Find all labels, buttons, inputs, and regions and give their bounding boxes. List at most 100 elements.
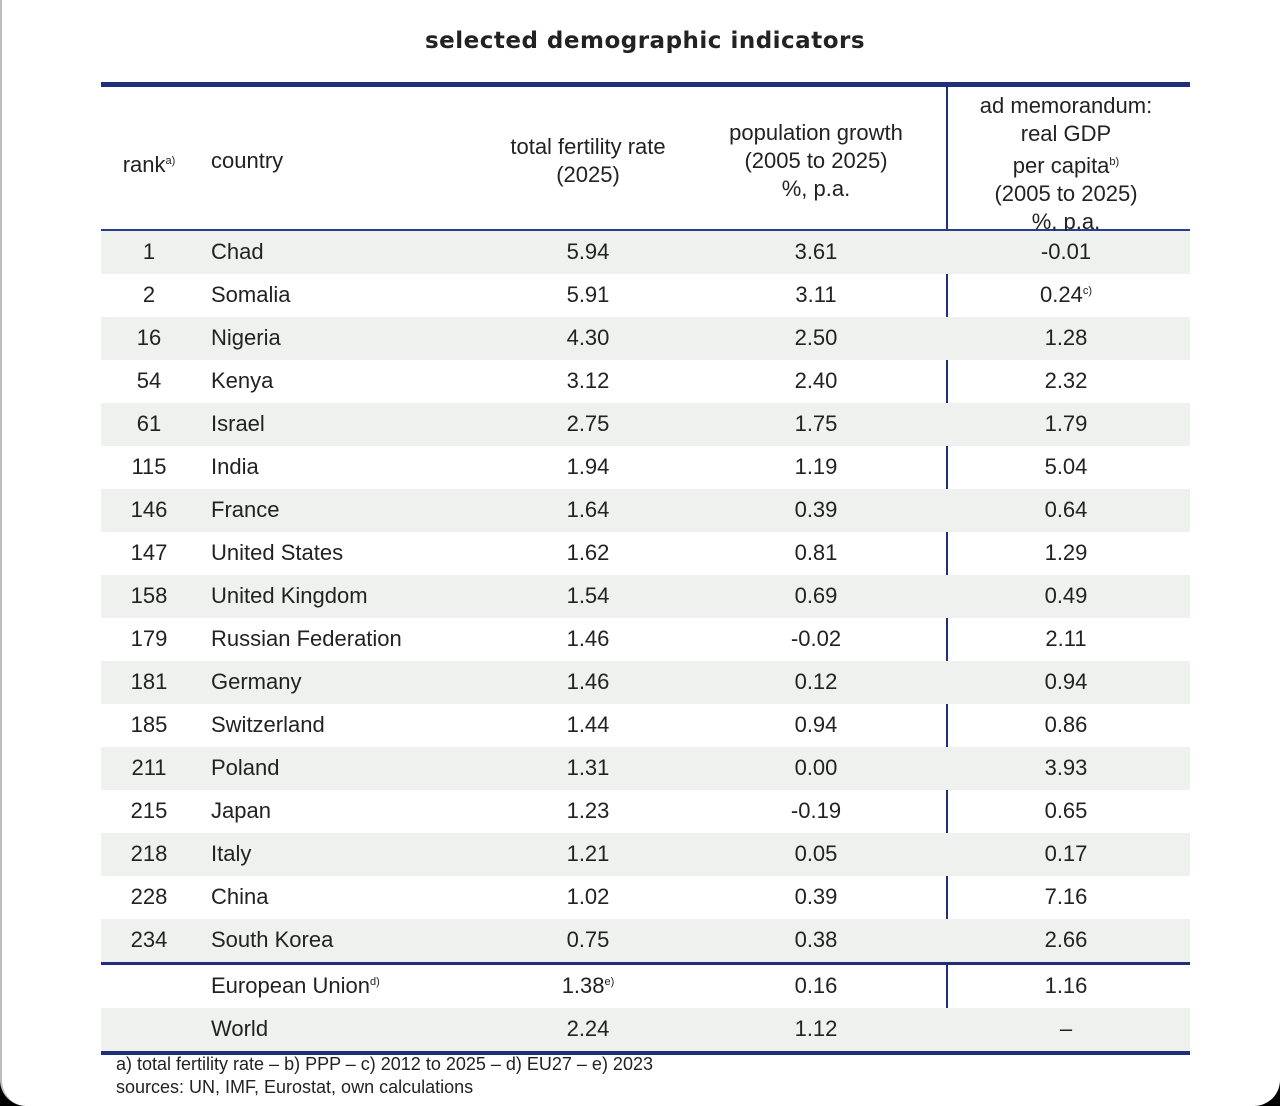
rank-cell-value: 215	[130, 798, 168, 823]
pop-growth-cell: 3.61	[716, 239, 916, 265]
country-cell-value: Nigeria	[211, 325, 281, 350]
pop-growth-cell-value: 3.11	[795, 282, 837, 307]
tfr-cell: 1.44	[488, 712, 688, 738]
country-cell-value: India	[211, 454, 259, 479]
rank-cell: 2	[101, 282, 197, 308]
gdp-cell-value: -0.01	[1040, 239, 1092, 264]
gdp-cell: 0.17	[966, 841, 1166, 867]
tfr-cell-value: 1.46	[566, 669, 610, 694]
pop-growth-cell: 0.94	[716, 712, 916, 738]
gdp-cell-value: 0.64	[1044, 497, 1088, 522]
gdp-cell-value: 2.66	[1044, 927, 1088, 952]
rank-cell-value: 16	[136, 325, 162, 350]
pop-growth-cell-value: 1.75	[794, 411, 838, 436]
country-cell: Somalia	[211, 282, 290, 308]
header-pop-line: (2005 to 2025)	[744, 148, 888, 173]
gdp-cell: 2.32	[966, 368, 1166, 394]
country-cell-value: Somalia	[211, 282, 291, 307]
pop-growth-cell-value: 2.50	[794, 325, 838, 350]
header-tfr-line: (2025)	[556, 162, 620, 187]
gdp-cell: 1.79	[966, 411, 1166, 437]
pop-growth-cell-value: 0.81	[794, 540, 838, 565]
gdp-cell: 1.29	[966, 540, 1166, 566]
gdp-cell-value: 2.11	[1045, 626, 1087, 651]
header-gdp-line: real GDP	[1020, 121, 1112, 146]
memorandum-divider	[946, 87, 948, 1050]
gdp-cell-value: 1.79	[1044, 411, 1088, 436]
pop-growth-cell-value: 2.40	[794, 368, 838, 393]
gdp-cell: 0.65	[966, 798, 1166, 824]
tfr-cell: 1.02	[488, 884, 688, 910]
rank-cell: 54	[101, 368, 197, 394]
indicators-table: ranka) country total fertility rate (2025…	[101, 82, 1190, 1055]
aggregate-rule	[101, 962, 1190, 965]
country-cell: United Kingdom	[211, 583, 368, 609]
tfr-cell: 0.75	[488, 927, 688, 953]
gdp-cell: 0.64	[966, 497, 1166, 523]
tfr-cell-value: 5.91	[566, 282, 610, 307]
country-cell: India	[211, 454, 259, 480]
country-cell-value: China	[211, 884, 269, 909]
tfr-cell-value: 1.31	[566, 755, 610, 780]
footnote-marker: e)	[604, 976, 615, 988]
tfr-cell: 4.30	[488, 325, 688, 351]
table-body: 1 Chad 5.94 3.61 -0.01 2 Somalia 5.91 3.11 0.24c)…	[101, 231, 1190, 962]
pop-growth-cell: 0.05	[716, 841, 916, 867]
country-cell: World	[211, 1016, 268, 1042]
tfr-cell-value: 1.54	[566, 583, 610, 608]
table-row: 185 Switzerland 1.44 0.94 0.86	[101, 704, 1190, 747]
country-cell-value: Germany	[211, 669, 302, 694]
rank-cell: 234	[101, 927, 197, 953]
rank-cell: 211	[101, 755, 197, 781]
gdp-cell: 0.24c)	[966, 282, 1166, 308]
tfr-cell: 1.62	[488, 540, 688, 566]
rank-cell: 16	[101, 325, 197, 351]
tfr-cell-value: 2.75	[566, 411, 610, 436]
tfr-cell-value: 5.94	[566, 239, 610, 264]
rank-cell-value: 211	[131, 755, 167, 780]
pop-growth-cell: 1.75	[716, 411, 916, 437]
tfr-cell: 1.46	[488, 669, 688, 695]
rank-cell: 146	[101, 497, 197, 523]
gdp-cell-value: 1.16	[1044, 973, 1088, 998]
rank-cell: 218	[101, 841, 197, 867]
gdp-cell-value: 1.28	[1044, 325, 1088, 350]
rank-cell-value: 2	[142, 282, 156, 307]
rank-cell-value: 218	[130, 841, 168, 866]
rank-cell-value: 147	[130, 540, 168, 565]
gdp-cell-value: 0.49	[1044, 583, 1088, 608]
pop-growth-cell: -0.19	[716, 798, 916, 824]
pop-growth-cell-value: 0.69	[794, 583, 838, 608]
table-row: 218 Italy 1.21 0.05 0.17	[101, 833, 1190, 876]
rank-cell-value: 228	[130, 884, 168, 909]
tfr-cell: 1.64	[488, 497, 688, 523]
country-cell: Chad	[211, 239, 264, 265]
gdp-cell-value: 7.16	[1044, 884, 1088, 909]
rank-cell: 179	[101, 626, 197, 652]
country-cell-value: South Korea	[211, 927, 334, 952]
header-gdp-line: %, p.a.	[1031, 209, 1101, 234]
pop-growth-cell: 0.12	[716, 669, 916, 695]
header-rank-label: rank	[122, 152, 166, 177]
aggregate-rows: European Uniond) 1.38e) 0.16 1.16 World 2.24 1…	[101, 965, 1190, 1051]
header-tfr: total fertility rate (2025)	[488, 133, 688, 189]
rank-cell: 115	[101, 454, 197, 480]
country-cell-value: France	[211, 497, 280, 522]
tfr-cell: 5.91	[488, 282, 688, 308]
header-gdp-line: per capita	[1012, 153, 1110, 178]
gdp-cell-value: 0.17	[1044, 841, 1088, 866]
tfr-cell: 1.38e)	[488, 973, 688, 999]
country-cell: Japan	[211, 798, 271, 824]
country-cell: Nigeria	[211, 325, 281, 351]
rank-cell-value: 54	[136, 368, 162, 393]
country-cell: Germany	[211, 669, 301, 695]
tfr-cell-value: 1.64	[566, 497, 610, 522]
gdp-cell: –	[966, 1016, 1166, 1042]
pop-growth-cell-value: 0.05	[794, 841, 838, 866]
gdp-cell: 1.28	[966, 325, 1166, 351]
country-cell-value: Switzerland	[211, 712, 325, 737]
table-row: 61 Israel 2.75 1.75 1.79	[101, 403, 1190, 446]
tfr-cell: 2.75	[488, 411, 688, 437]
pop-growth-cell-value: 1.19	[794, 454, 838, 479]
